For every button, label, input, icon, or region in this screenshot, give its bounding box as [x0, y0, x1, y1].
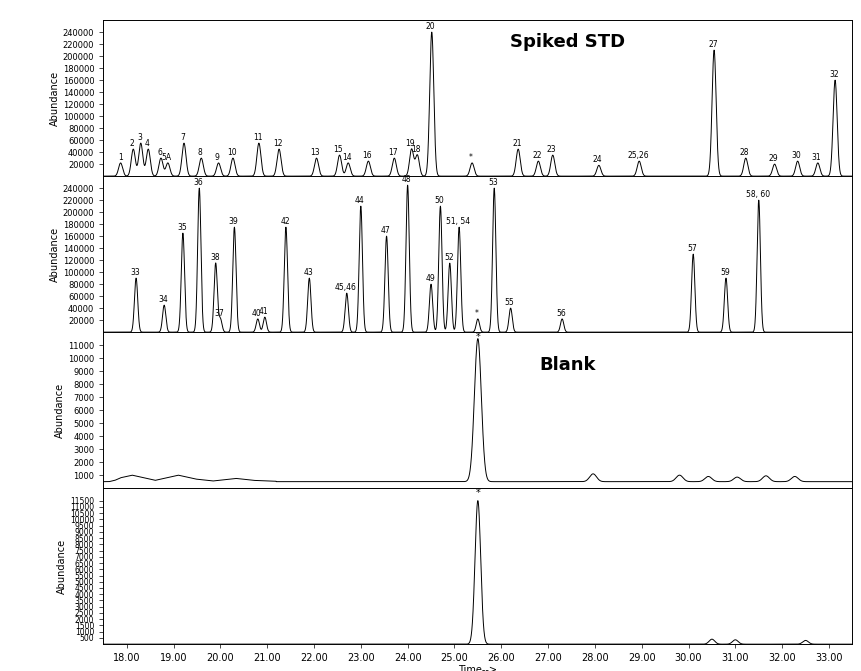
Text: Spiked STD: Spiked STD	[511, 33, 625, 50]
Text: 6: 6	[158, 148, 162, 157]
Text: 28: 28	[740, 148, 749, 157]
Text: 39: 39	[229, 217, 238, 226]
Text: 5A: 5A	[162, 153, 171, 162]
Text: 43: 43	[304, 268, 313, 277]
Text: 8: 8	[198, 148, 202, 157]
Y-axis label: Abundance: Abundance	[50, 227, 60, 282]
Text: 34: 34	[158, 295, 168, 304]
X-axis label: Time-->: Time-->	[458, 664, 498, 671]
Text: 18: 18	[412, 145, 421, 154]
Text: 1: 1	[118, 154, 123, 162]
Text: 48: 48	[402, 175, 412, 184]
Text: 58, 60: 58, 60	[746, 190, 770, 199]
Text: 31: 31	[812, 153, 821, 162]
Text: 55: 55	[505, 298, 515, 307]
Text: 41: 41	[259, 307, 269, 316]
Text: 33: 33	[130, 268, 140, 277]
Text: *: *	[475, 332, 480, 342]
Text: 16: 16	[362, 151, 372, 160]
Text: *: *	[475, 309, 479, 318]
Text: 59: 59	[720, 268, 730, 277]
Text: 35: 35	[177, 223, 187, 232]
Text: 29: 29	[769, 154, 778, 163]
X-axis label: Time-->: Time-->	[458, 352, 498, 362]
Text: 27: 27	[708, 40, 718, 49]
Text: 42: 42	[280, 217, 290, 226]
Text: 17: 17	[388, 148, 398, 157]
Text: 40: 40	[252, 309, 262, 318]
Text: 9: 9	[215, 153, 220, 162]
Text: 15: 15	[333, 145, 344, 154]
Text: 10: 10	[227, 148, 237, 157]
Text: 44: 44	[355, 196, 365, 205]
Text: 13: 13	[311, 148, 320, 157]
Text: 24: 24	[593, 155, 603, 164]
Text: 19: 19	[406, 139, 415, 148]
Text: 45,46: 45,46	[335, 283, 356, 292]
Y-axis label: Abundance: Abundance	[58, 539, 67, 594]
Text: 57: 57	[687, 244, 697, 253]
Text: 25,26: 25,26	[627, 151, 649, 160]
Text: 2: 2	[130, 139, 134, 148]
Text: 37: 37	[214, 309, 225, 318]
Text: 38: 38	[210, 253, 220, 262]
Text: 30: 30	[791, 151, 802, 160]
Text: 21: 21	[512, 139, 522, 148]
Text: 3: 3	[137, 133, 142, 142]
Text: *: *	[469, 153, 473, 162]
X-axis label: Time-->: Time-->	[458, 509, 498, 519]
Text: 20: 20	[426, 22, 436, 31]
Text: 14: 14	[342, 153, 352, 162]
Text: 36: 36	[194, 178, 203, 187]
Text: 12: 12	[273, 139, 282, 148]
Text: 51, 54: 51, 54	[446, 217, 470, 226]
Text: 32: 32	[829, 70, 839, 79]
Text: 4: 4	[145, 139, 150, 148]
Text: Blank: Blank	[540, 356, 596, 374]
Text: *: *	[475, 488, 480, 497]
Text: 7: 7	[181, 133, 185, 142]
Y-axis label: Abundance: Abundance	[55, 382, 65, 437]
Text: 47: 47	[381, 226, 391, 235]
Text: 49: 49	[425, 274, 435, 283]
Text: 56: 56	[556, 309, 566, 318]
Text: 23: 23	[547, 145, 556, 154]
Y-axis label: Abundance: Abundance	[50, 70, 60, 125]
Text: 52: 52	[444, 253, 454, 262]
Text: 22: 22	[532, 151, 542, 160]
X-axis label: Time-->: Time-->	[458, 197, 498, 207]
Text: 53: 53	[488, 178, 499, 187]
Text: 50: 50	[435, 196, 444, 205]
Text: 11: 11	[253, 133, 263, 142]
